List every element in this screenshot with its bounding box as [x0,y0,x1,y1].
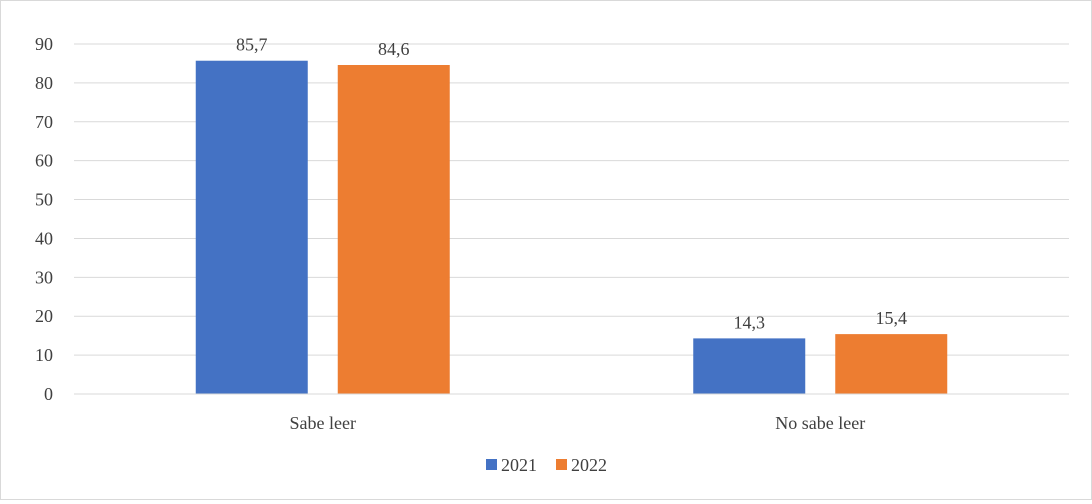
x-category-label: Sabe leer [290,413,356,433]
bar-2021-sabe-leer [195,60,308,394]
y-tick-label: 70 [35,112,53,132]
bar-2021-no-sabe-leer [693,338,806,394]
x-category-label: No sabe leer [775,413,865,433]
y-tick-label: 60 [35,151,53,171]
data-label: 84,6 [378,39,410,59]
y-tick-label: 0 [44,384,53,404]
y-tick-label: 50 [35,190,53,210]
y-tick-label: 90 [35,34,53,54]
y-tick-label: 80 [35,73,53,93]
y-tick-label: 40 [35,228,53,248]
y-tick-label: 30 [35,267,53,287]
bar-2022-no-sabe-leer [835,334,948,394]
x-axis-category-labels: Sabe leer No sabe leer [290,413,866,433]
data-label: 14,3 [734,312,766,332]
legend-label-2021: 2021 [501,455,537,475]
bars [195,60,948,394]
data-label: 85,7 [236,35,268,55]
y-tick-label: 10 [35,345,53,365]
bar-2022-sabe-leer [337,65,450,394]
data-label: 15,4 [876,308,908,328]
legend-swatch-2021 [486,459,497,470]
y-axis-tick-labels: 0 10 20 30 40 50 60 70 80 90 [35,34,53,404]
data-labels: 85,7 84,6 14,3 15,4 [236,35,907,333]
y-tick-label: 20 [35,306,53,326]
legend: 2021 2022 [486,455,607,475]
legend-label-2022: 2022 [571,455,607,475]
legend-swatch-2022 [556,459,567,470]
